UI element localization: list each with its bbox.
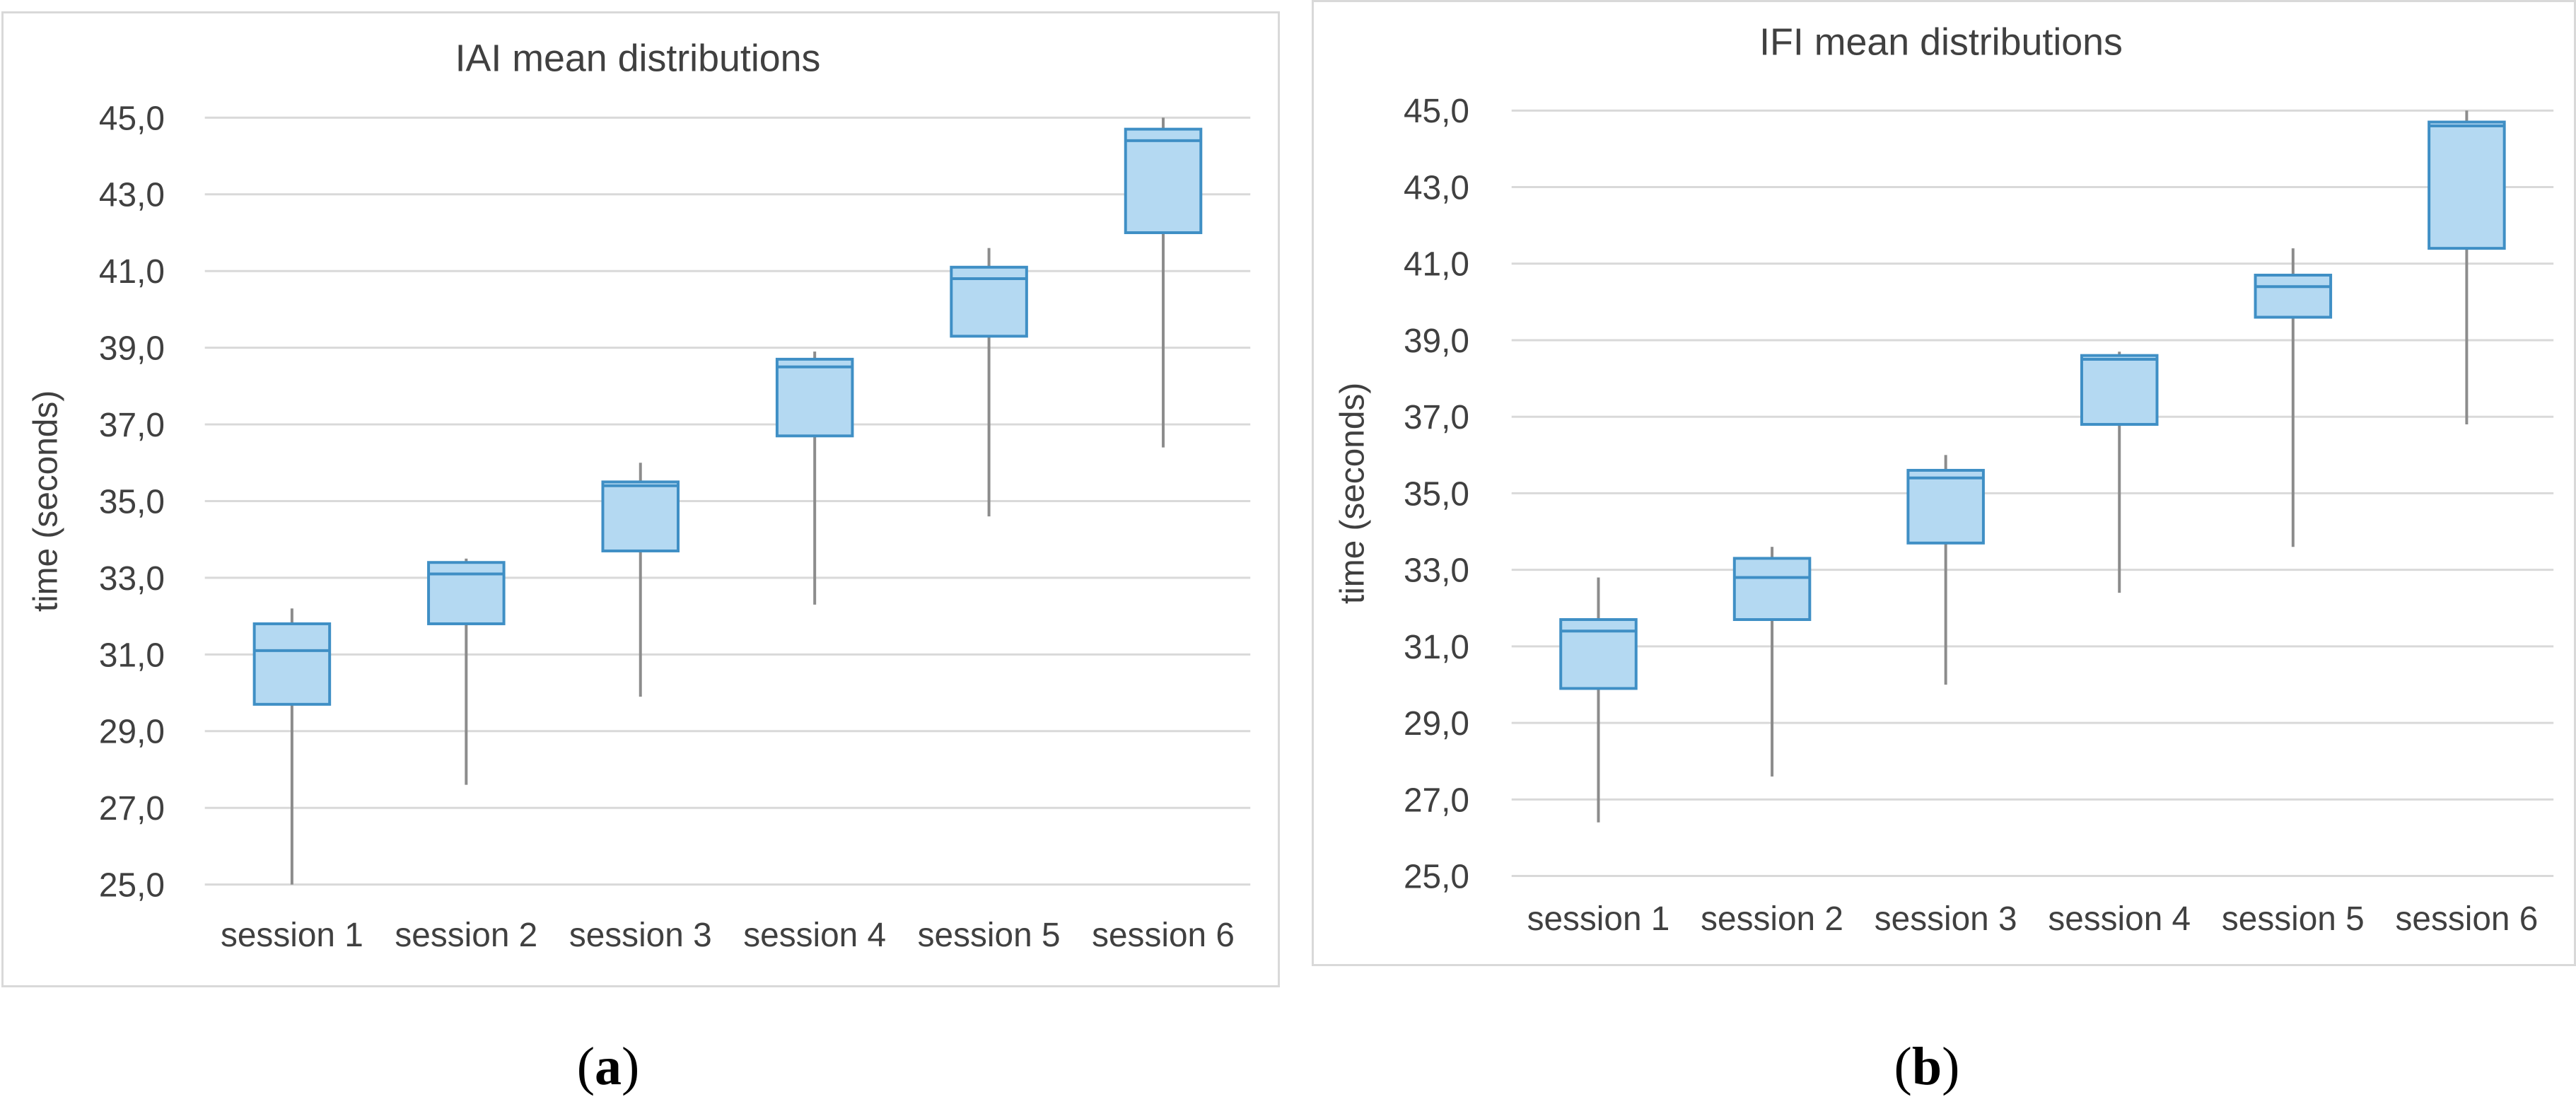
chart-a-x-tick-label: session 6: [1092, 917, 1235, 954]
iqr-box: [775, 357, 854, 438]
chart-b-x-tick-label: session 3: [1875, 900, 2017, 938]
chart-b-x-tick-label: session 6: [2396, 900, 2539, 938]
chart-a-y-tick-label: 25,0: [99, 867, 165, 905]
chart-a-x-tick-label: session 4: [743, 917, 886, 954]
chart-a-y-tick-label: 35,0: [99, 483, 165, 521]
chart-b-box-6: [2428, 110, 2506, 425]
chart-a-x-tick-label: session 2: [395, 917, 537, 954]
chart-b-x-tick-label: session 5: [2222, 900, 2365, 938]
chart-a-svg: IAI mean distributions 25,0 27,0 29,0 31,0 33…: [28, 37, 1251, 954]
chart-b-y-axis-label: time (seconds): [1334, 383, 1372, 604]
chart-b-y-tick-label: 35,0: [1404, 475, 1469, 513]
chart-b-y-tick-label: 45,0: [1404, 93, 1469, 130]
chart-a-y-axis-label: time (seconds): [28, 390, 65, 612]
caption-b: (b): [1894, 1037, 1960, 1096]
chart-b-x-tick-label: session 2: [1701, 900, 1843, 938]
iqr-box: [252, 622, 332, 706]
chart-b-y-tick-label: 29,0: [1404, 705, 1469, 743]
chart-b-title: IFI mean distributions: [1759, 21, 2123, 64]
chart-a-y-tick-label: 29,0: [99, 714, 165, 751]
chart-a-y-tick-label: 41,0: [99, 253, 165, 291]
iqr-box: [2080, 354, 2159, 426]
chart-a-title: IAI mean distributions: [455, 37, 821, 80]
chart-a-x-tick-label: session 3: [569, 917, 712, 954]
chart-a-y-tick-label: 27,0: [99, 790, 165, 828]
chart-a-y-tick-label: 45,0: [99, 100, 165, 137]
chart-a-box-5: [950, 248, 1028, 517]
iqr-box: [1124, 127, 1203, 234]
caption-a: (a): [576, 1037, 640, 1096]
chart-a-x-tick-label: session 1: [221, 917, 363, 954]
iqr-box: [1906, 468, 1985, 545]
chart-b-y-tick-label: 41,0: [1404, 246, 1469, 284]
chart-b-y-tick-label: 33,0: [1404, 552, 1469, 590]
chart-b-y-tick-label: 37,0: [1404, 399, 1469, 436]
chart-b-box-1: [1559, 577, 1638, 823]
chart-a-y-tick-label: 39,0: [99, 330, 165, 368]
iqr-box: [2428, 120, 2506, 250]
chart-a-y-tick-label: 37,0: [99, 407, 165, 444]
iqr-box: [427, 561, 506, 625]
chart-a-box-2: [427, 558, 506, 785]
chart-a-y-tick-label: 31,0: [99, 637, 165, 674]
iqr-box: [1732, 557, 1812, 621]
chart-b-y-tick-label: 27,0: [1404, 782, 1469, 819]
chart-b-y-tick-label: 25,0: [1404, 858, 1469, 895]
iqr-box: [2254, 274, 2333, 319]
chart-b-svg: IFI mean distributions 25,0 27,0 29,0 31,0 33…: [1334, 21, 2554, 938]
chart-a-y-tick-label: 43,0: [99, 177, 165, 214]
chart-b-y-tick-label: 39,0: [1404, 323, 1469, 360]
chart-a-box-3: [601, 463, 680, 697]
iqr-box: [601, 480, 680, 552]
chart-b-box-3: [1906, 455, 1985, 685]
chart-b-y-tick-label: 31,0: [1404, 629, 1469, 666]
chart-b-box-2: [1732, 547, 1812, 777]
chart-a-box-6: [1124, 117, 1203, 448]
chart-a-box-1: [252, 608, 332, 885]
chart-b-box-5: [2254, 248, 2333, 547]
chart-a-x-tick-label: session 5: [918, 917, 1061, 954]
chart-panel-b: IFI mean distributions 25,0 27,0 29,0 31,0 33…: [1312, 0, 2576, 966]
chart-b-x-tick-label: session 1: [1527, 900, 1670, 938]
chart-a-y-tick-label: 33,0: [99, 560, 165, 598]
chart-b-box-4: [2080, 352, 2159, 593]
chart-panel-a: IAI mean distributions 25,0 27,0 29,0 31,0 33…: [1, 11, 1280, 987]
chart-a-box-4: [775, 352, 854, 605]
chart-b-y-tick-label: 43,0: [1404, 169, 1469, 207]
chart-b-x-tick-label: session 4: [2048, 900, 2191, 938]
